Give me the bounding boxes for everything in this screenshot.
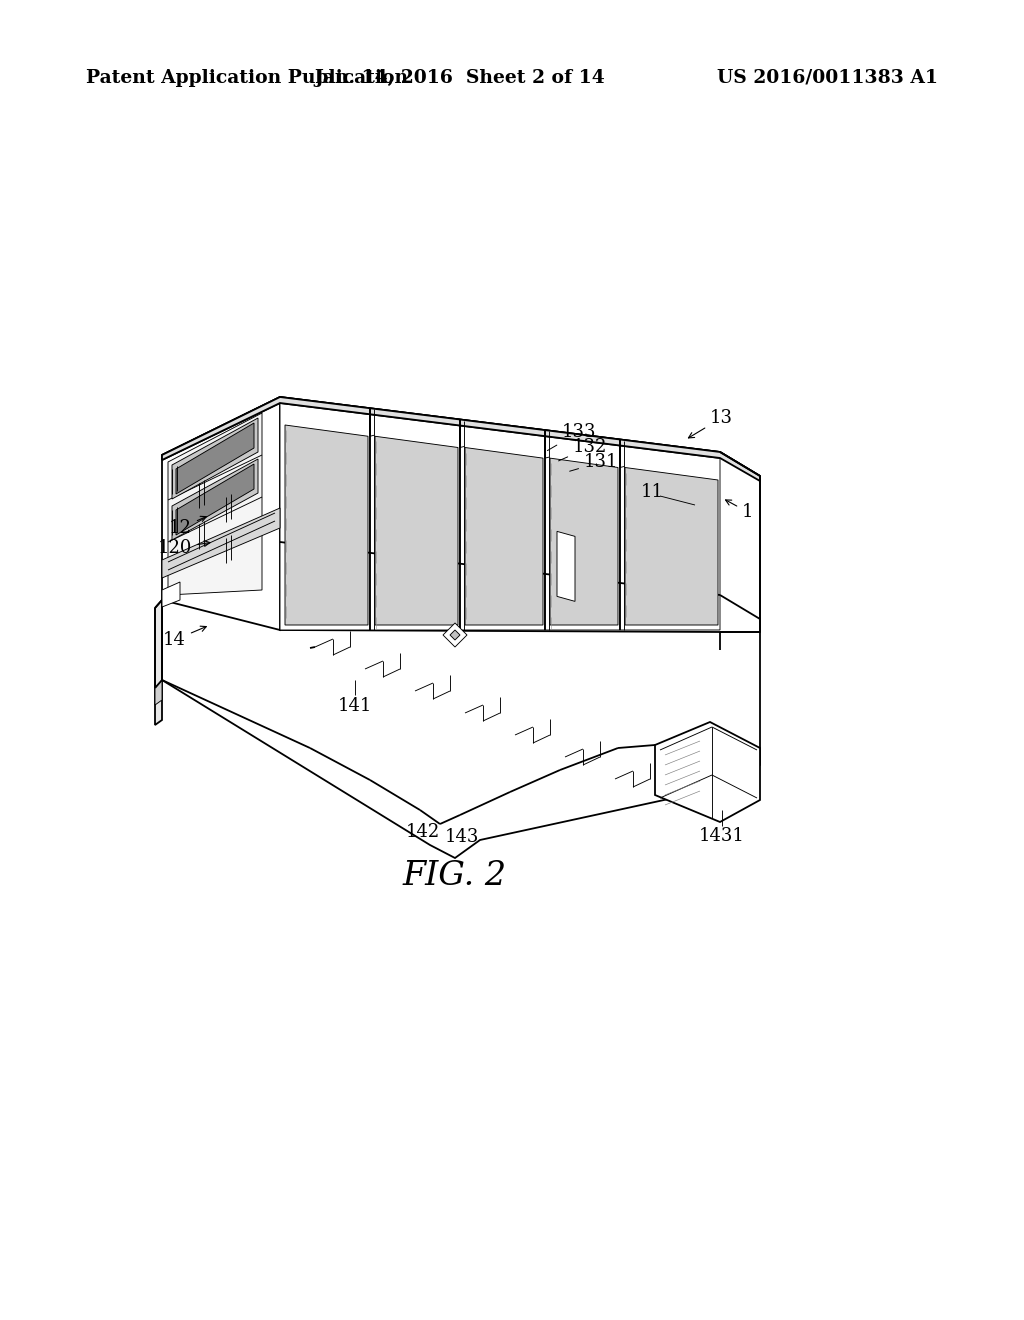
Polygon shape (176, 465, 254, 535)
Text: 143: 143 (444, 828, 479, 846)
Polygon shape (172, 418, 258, 499)
Polygon shape (162, 508, 280, 578)
Text: 141: 141 (338, 697, 372, 715)
Polygon shape (375, 436, 458, 624)
Text: 133: 133 (548, 422, 597, 450)
Polygon shape (280, 397, 760, 632)
Polygon shape (625, 467, 718, 624)
Polygon shape (443, 623, 467, 647)
Text: 11: 11 (640, 483, 664, 502)
Polygon shape (280, 397, 370, 630)
Text: 132: 132 (558, 438, 607, 461)
Polygon shape (176, 422, 254, 494)
Text: 120: 120 (158, 539, 210, 557)
Polygon shape (557, 532, 575, 602)
Polygon shape (155, 601, 162, 725)
Polygon shape (162, 397, 760, 480)
Polygon shape (162, 397, 280, 630)
Polygon shape (465, 447, 543, 624)
Polygon shape (655, 722, 760, 822)
Polygon shape (620, 440, 720, 630)
Text: Patent Application Publication: Patent Application Publication (86, 69, 409, 87)
Polygon shape (172, 459, 258, 540)
Text: 12: 12 (169, 516, 206, 537)
Text: FIG. 2: FIG. 2 (402, 861, 507, 892)
Polygon shape (460, 420, 545, 630)
Polygon shape (162, 582, 180, 607)
Polygon shape (168, 413, 262, 595)
Polygon shape (370, 408, 460, 630)
Polygon shape (155, 680, 162, 705)
Text: 14: 14 (163, 626, 206, 649)
Polygon shape (545, 430, 620, 630)
Text: US 2016/0011383 A1: US 2016/0011383 A1 (717, 69, 938, 87)
Text: Jan. 14, 2016  Sheet 2 of 14: Jan. 14, 2016 Sheet 2 of 14 (314, 69, 605, 87)
Text: 131: 131 (569, 453, 618, 471)
Polygon shape (550, 458, 618, 624)
Polygon shape (285, 425, 368, 624)
Text: 1431: 1431 (699, 828, 744, 845)
Text: 1: 1 (726, 500, 754, 521)
Text: 13: 13 (688, 409, 733, 438)
Polygon shape (162, 543, 760, 858)
Text: 142: 142 (406, 822, 440, 841)
Polygon shape (450, 630, 460, 640)
